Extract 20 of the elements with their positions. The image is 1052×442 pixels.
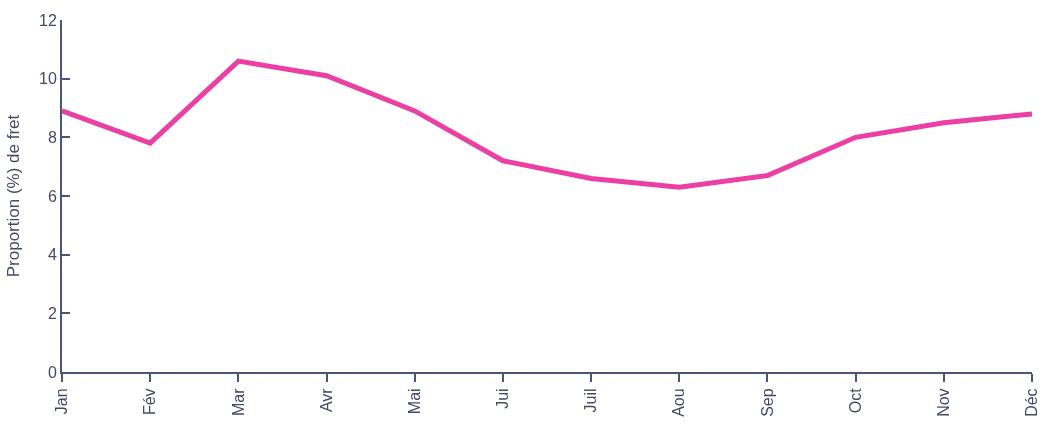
y-axis-title: Proportion (%) de fret bbox=[4, 114, 24, 278]
y-tick-label: 6 bbox=[47, 187, 57, 205]
x-tick-label: Juil bbox=[582, 388, 600, 413]
x-tick-label: Déc bbox=[1023, 388, 1041, 417]
x-tick-label: Oct bbox=[846, 387, 864, 414]
x-tick-label: Sep bbox=[758, 388, 776, 417]
y-tick-label: 10 bbox=[39, 70, 57, 88]
y-tick-label: 4 bbox=[47, 246, 57, 264]
y-tick-label: 8 bbox=[47, 128, 57, 146]
x-tick-label: Mai bbox=[405, 388, 423, 415]
x-tick-label: Jan bbox=[53, 388, 71, 415]
x-tick-label: Nov bbox=[935, 388, 953, 417]
x-tick-label: Mar bbox=[229, 387, 247, 416]
x-tick-label: Aou bbox=[670, 388, 688, 417]
y-tick-label: 12 bbox=[39, 11, 57, 29]
x-tick-label: Jui bbox=[494, 388, 512, 409]
y-tick-label: 0 bbox=[47, 363, 57, 381]
x-tick-label: Fév bbox=[141, 388, 159, 416]
y-tick-label: 2 bbox=[47, 304, 57, 322]
x-tick-label: Avr bbox=[317, 387, 335, 413]
